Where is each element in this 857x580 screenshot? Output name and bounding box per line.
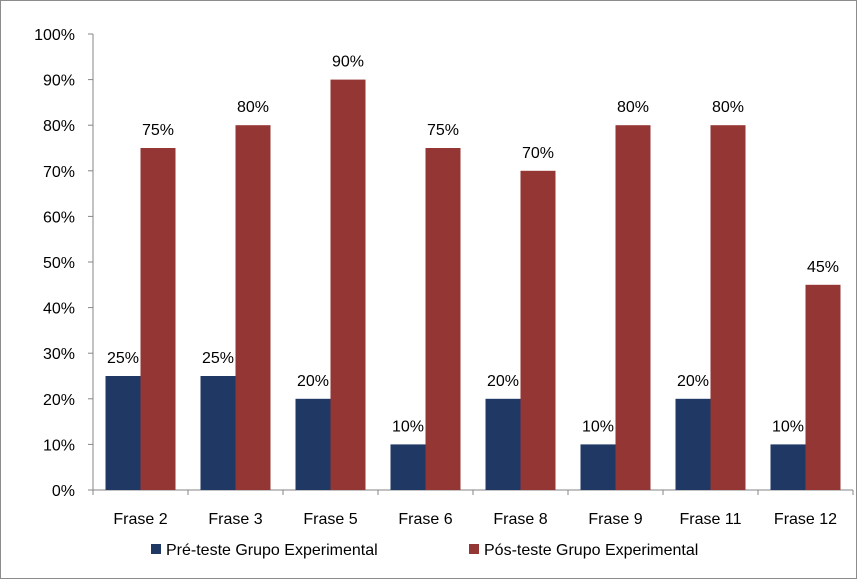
x-category-label: Frase 6 xyxy=(398,511,452,528)
y-tick-label: 50% xyxy=(43,255,75,272)
pre-test-data-label: 10% xyxy=(582,418,614,435)
y-tick-label: 0% xyxy=(52,483,75,500)
legend: Pré-teste Grupo Experimental Pós-teste Gr… xyxy=(151,542,698,559)
pre-test-bar xyxy=(770,444,806,490)
post-test-data-label: 80% xyxy=(712,99,744,116)
x-category-label: Frase 9 xyxy=(588,511,642,528)
y-tick-label: 60% xyxy=(43,209,75,226)
pre-test-bar xyxy=(485,398,521,490)
pre-test-data-label: 25% xyxy=(202,350,234,367)
x-category-label: Frase 2 xyxy=(113,511,167,528)
post-test-data-label: 75% xyxy=(427,122,459,139)
post-test-data-label: 45% xyxy=(807,259,839,276)
post-test-bar xyxy=(330,79,366,490)
y-axis: 0% 10% 20% 30% 40% 50% 60% 70% 80% 90% 100% xyxy=(34,27,94,500)
post-test-data-label: 75% xyxy=(142,122,174,139)
pre-test-bar xyxy=(675,398,711,490)
post-test-bar xyxy=(805,284,841,490)
bars xyxy=(105,79,841,491)
pre-test-data-label: 20% xyxy=(487,373,519,390)
data-labels: 25% 75% 25% 80% 20% 90% 10% 75% 20% 70% 10% 80% 20% 8… xyxy=(107,54,839,436)
x-category-label: Frase 3 xyxy=(208,511,262,528)
x-category-label: Frase 8 xyxy=(493,511,547,528)
pre-test-bar xyxy=(295,398,331,490)
x-category-label: Frase 12 xyxy=(774,511,837,528)
y-tick-label: 80% xyxy=(43,118,75,135)
pre-test-data-label: 20% xyxy=(297,373,329,390)
post-test-bar xyxy=(520,170,556,491)
post-test-bar xyxy=(710,125,746,490)
y-tick-label: 10% xyxy=(43,437,75,454)
post-test-data-label: 80% xyxy=(237,99,269,116)
post-test-data-label: 80% xyxy=(617,99,649,116)
pre-test-data-label: 10% xyxy=(392,418,424,435)
post-test-legend-label: Pós-teste Grupo Experimental xyxy=(484,542,698,559)
post-test-data-label: 70% xyxy=(522,145,554,162)
y-tick-label: 20% xyxy=(43,392,75,409)
pre-test-bar xyxy=(390,444,426,490)
pre-test-bar xyxy=(105,376,141,490)
y-tick-label: 40% xyxy=(43,301,75,318)
pre-test-bar xyxy=(200,376,236,490)
pre-test-data-label: 10% xyxy=(772,418,804,435)
x-axis: Frase 2 Frase 3 Frase 5 Frase 6 Frase 8 Frase… xyxy=(92,489,854,528)
post-test-data-label: 90% xyxy=(332,54,364,71)
post-test-legend-swatch xyxy=(469,544,479,554)
x-category-label: Frase 5 xyxy=(303,511,357,528)
post-test-bar xyxy=(425,148,461,490)
y-tick-label: 90% xyxy=(43,73,75,90)
post-test-bar xyxy=(615,125,651,490)
y-tick-label: 100% xyxy=(34,27,75,44)
y-tick-label: 30% xyxy=(43,346,75,363)
x-category-label: Frase 11 xyxy=(680,511,742,528)
post-test-bar xyxy=(140,148,176,490)
y-tick-label: 70% xyxy=(43,164,75,181)
pre-test-bar xyxy=(580,444,616,490)
pre-test-data-label: 20% xyxy=(677,373,709,390)
pre-test-legend-swatch xyxy=(151,544,161,554)
pre-test-data-label: 25% xyxy=(107,350,139,367)
post-test-bar xyxy=(235,125,271,490)
pre-test-legend-label: Pré-teste Grupo Experimental xyxy=(166,542,378,559)
